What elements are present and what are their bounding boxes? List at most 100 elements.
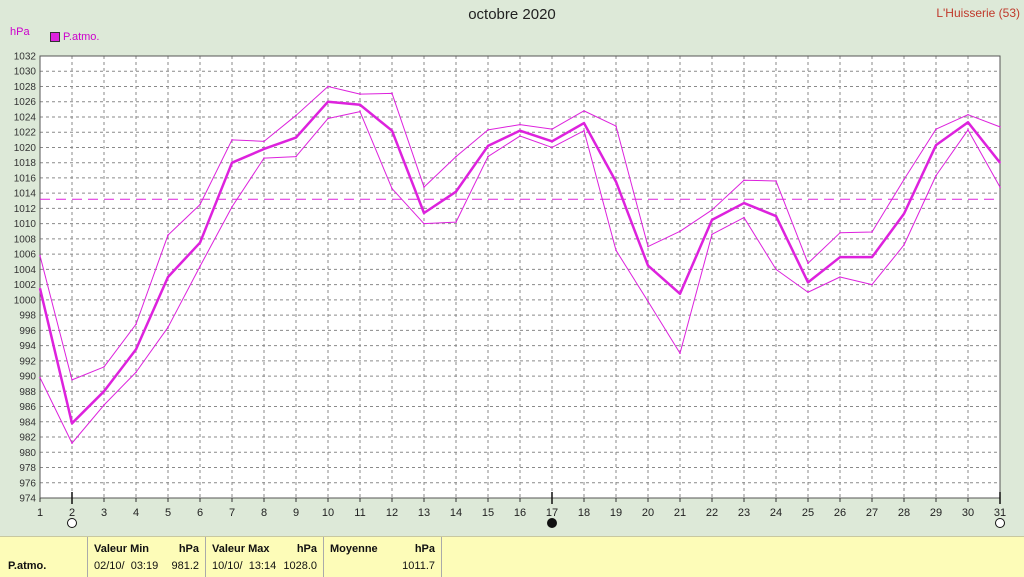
data-point-min [327, 117, 329, 120]
y-tick-label: 1008 [14, 234, 37, 245]
y-tick-label: 996 [19, 326, 36, 337]
y-tick-label: 974 [19, 494, 36, 505]
stats-row-label: P.atmo. [8, 560, 47, 572]
data-point-max [423, 186, 425, 188]
x-tick-label: 6 [197, 507, 203, 519]
data-point-max [71, 379, 73, 381]
stats-avg-header: Moyenne [330, 543, 378, 555]
x-tick-label: 26 [834, 507, 846, 519]
data-point-max [391, 92, 393, 95]
x-tick-label: 17 [546, 507, 558, 519]
stats-min-value: 981.2 [171, 560, 199, 572]
y-tick-label: 988 [19, 387, 36, 398]
y-tick-label: 1024 [14, 112, 37, 123]
data-point-max [135, 323, 137, 326]
data-point-max [327, 85, 329, 88]
data-point-min [455, 221, 457, 223]
data-point-max [455, 155, 457, 158]
data-point-max [167, 234, 169, 236]
x-tick-label: 28 [898, 507, 910, 519]
open-circle-icon [67, 518, 77, 528]
stats-min-cell: Valeur Min hPa 02/10/ 03:19 981.2 [88, 537, 206, 577]
data-point-min [871, 283, 873, 286]
data-point-mean [103, 390, 105, 393]
stats-bar: P.atmo. Valeur Min hPa 02/10/ 03:19 981.… [0, 536, 1024, 577]
x-tick-label: 31 [994, 507, 1006, 519]
y-tick-label: 1014 [14, 189, 37, 200]
data-point-mean [263, 148, 265, 150]
data-point-mean [71, 422, 73, 425]
data-point-min [583, 129, 585, 132]
data-point-min [295, 155, 297, 158]
data-point-mean [551, 140, 553, 143]
x-tick-label: 9 [293, 507, 299, 519]
data-point-mean [967, 121, 969, 124]
y-tick-label: 990 [19, 372, 36, 383]
data-point-mean [807, 281, 809, 284]
filled-circle-icon [547, 518, 557, 528]
data-point-mean [295, 136, 297, 139]
x-tick-label: 3 [101, 507, 107, 519]
y-tick-label: 982 [19, 433, 36, 444]
data-point-mean [743, 202, 745, 204]
data-point-mean [615, 180, 617, 183]
y-tick-label: 1030 [14, 67, 37, 78]
data-point-max [807, 262, 809, 265]
data-point-mean [839, 256, 841, 258]
legend: P.atmo. [50, 31, 100, 43]
data-point-max [263, 140, 265, 143]
stats-max-datetime: 10/10/ 13:14 [212, 560, 277, 572]
data-point-mean [711, 219, 713, 221]
data-point-max [647, 245, 649, 248]
x-tick-label: 8 [261, 507, 267, 519]
data-point-max [551, 128, 553, 130]
data-point-mean [679, 292, 681, 295]
data-point-max [711, 209, 713, 211]
stats-avg-unit: hPa [414, 543, 435, 555]
data-point-mean [935, 144, 937, 146]
data-point-min [231, 206, 233, 208]
data-point-max [103, 366, 105, 368]
y-tick-label: 1006 [14, 250, 37, 261]
x-tick-label: 20 [642, 507, 654, 519]
y-tick-label: 994 [19, 341, 36, 352]
data-point-mean [231, 161, 233, 164]
legend-label: P.atmo. [63, 31, 100, 43]
x-tick-label: 24 [770, 507, 782, 519]
data-point-min [71, 442, 73, 444]
data-point-mean [167, 276, 169, 278]
data-point-min [743, 216, 745, 219]
stats-label-cell: P.atmo. [0, 537, 88, 577]
data-point-max [839, 232, 841, 234]
data-point-max [935, 128, 937, 130]
data-point-min [263, 157, 265, 159]
data-point-min [711, 233, 713, 236]
stats-min-datetime: 02/10/ 03:19 [94, 560, 159, 572]
data-point-max [39, 254, 41, 257]
x-tick-label: 16 [514, 507, 526, 519]
data-point-mean [199, 241, 201, 244]
chart-grid [39, 55, 1001, 499]
data-point-max [519, 123, 521, 126]
y-tick-label: 976 [19, 478, 36, 489]
x-tick-label: 5 [165, 507, 171, 519]
data-point-min [39, 376, 41, 379]
data-point-min [647, 300, 649, 303]
y-axis-unit: hPa [10, 26, 30, 38]
data-point-max [871, 231, 873, 233]
data-point-max [199, 203, 201, 206]
data-point-mean [903, 212, 905, 215]
y-tick-label: 1018 [14, 158, 37, 169]
data-point-max [295, 114, 297, 117]
y-tick-label: 1012 [14, 204, 37, 215]
location-label: L'Huisserie (53) [936, 6, 1020, 20]
stats-avg-value: 1011.7 [402, 560, 435, 572]
data-point-min [199, 265, 201, 268]
data-point-max [679, 230, 681, 233]
data-point-min [167, 326, 169, 329]
data-point-mean [423, 212, 425, 214]
data-point-mean [391, 129, 393, 132]
x-tick-label: 1 [37, 507, 43, 519]
x-tick-label: 13 [418, 507, 430, 519]
